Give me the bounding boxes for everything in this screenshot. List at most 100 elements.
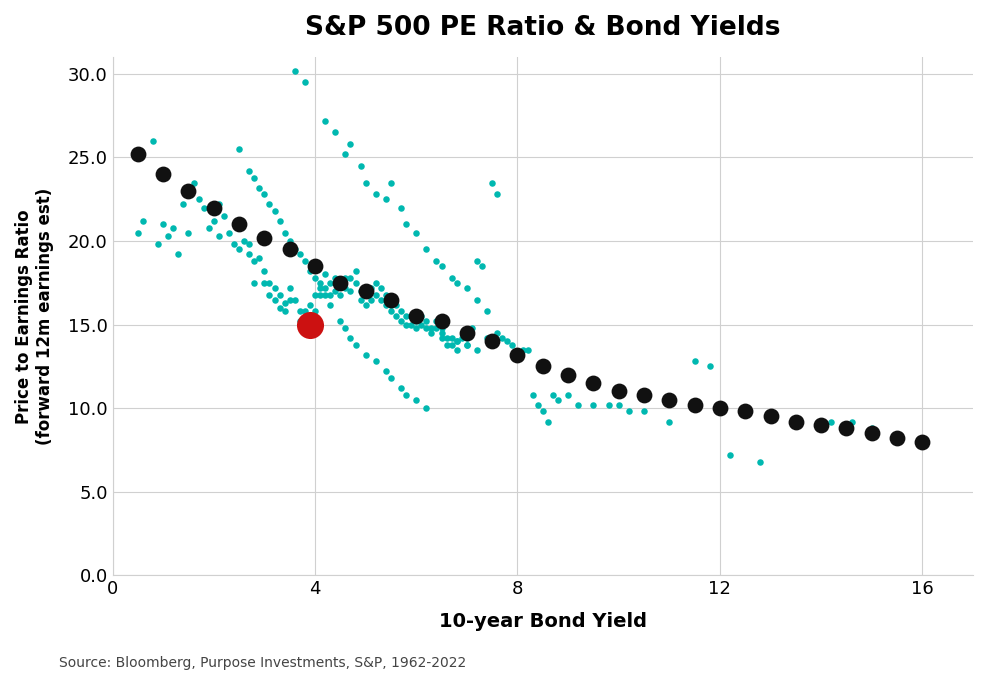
Point xyxy=(338,273,354,284)
Point xyxy=(393,383,409,394)
Point xyxy=(322,277,338,288)
Point xyxy=(368,289,383,300)
Point xyxy=(505,339,521,350)
Point xyxy=(186,177,202,188)
Point xyxy=(408,322,424,333)
Point xyxy=(469,344,485,355)
Point xyxy=(201,222,216,233)
Point xyxy=(550,394,566,405)
Point xyxy=(297,306,313,317)
Point xyxy=(130,149,146,160)
Point xyxy=(307,260,323,271)
Point xyxy=(620,406,636,417)
Point xyxy=(823,416,839,427)
Point xyxy=(353,294,369,305)
Point xyxy=(449,344,464,355)
Point xyxy=(520,344,535,355)
Point xyxy=(383,373,399,384)
Point xyxy=(368,277,383,288)
Point xyxy=(889,432,905,443)
Point xyxy=(484,333,500,343)
Point xyxy=(257,277,273,288)
Title: S&P 500 PE Ratio & Bond Yields: S&P 500 PE Ratio & Bond Yields xyxy=(305,15,781,41)
Point xyxy=(171,249,187,260)
Point xyxy=(312,282,328,293)
Point xyxy=(338,149,354,160)
Point xyxy=(494,333,510,343)
Point xyxy=(267,282,283,293)
Point xyxy=(661,416,677,427)
Point xyxy=(464,322,480,333)
Point xyxy=(444,339,459,350)
Point xyxy=(484,336,500,347)
Point xyxy=(372,294,388,305)
Point xyxy=(277,227,292,238)
Point xyxy=(241,165,257,176)
Point xyxy=(489,328,505,339)
Point xyxy=(358,289,373,300)
Point xyxy=(393,316,409,326)
Point xyxy=(403,319,419,330)
Point xyxy=(257,233,273,243)
Point xyxy=(322,299,338,310)
Point xyxy=(915,436,931,447)
Point xyxy=(176,199,192,209)
Point xyxy=(844,416,860,427)
Point xyxy=(398,219,414,230)
Point xyxy=(307,306,323,317)
Point xyxy=(722,449,738,460)
Point xyxy=(282,235,297,246)
Point xyxy=(459,339,475,350)
Point xyxy=(155,219,171,230)
Point xyxy=(444,273,459,284)
Point xyxy=(332,289,348,300)
Point xyxy=(449,336,464,347)
Point xyxy=(246,277,262,288)
Point xyxy=(515,344,531,355)
Point xyxy=(479,333,495,343)
Point xyxy=(469,256,485,267)
Point xyxy=(343,286,359,296)
Point xyxy=(864,428,879,439)
Point xyxy=(586,399,602,410)
Point xyxy=(241,249,257,260)
Point xyxy=(449,277,464,288)
Point xyxy=(348,266,364,277)
Point xyxy=(348,277,364,288)
Point xyxy=(403,311,419,322)
Point xyxy=(560,390,576,401)
Point xyxy=(231,222,247,233)
Point xyxy=(302,299,318,310)
Text: Source: Bloomberg, Purpose Investments, S&P, 1962-2022: Source: Bloomberg, Purpose Investments, … xyxy=(59,656,466,670)
Point xyxy=(353,160,369,171)
Point xyxy=(358,299,373,310)
Point xyxy=(889,432,905,443)
Point xyxy=(343,333,359,343)
Point xyxy=(378,194,394,205)
Point xyxy=(363,282,378,293)
Point xyxy=(687,399,702,410)
Point xyxy=(277,306,292,317)
Point xyxy=(474,260,490,271)
Point xyxy=(535,406,550,417)
Point xyxy=(408,394,424,405)
Point xyxy=(150,239,166,250)
Point xyxy=(408,316,424,326)
Point xyxy=(272,303,288,313)
Point xyxy=(343,273,359,284)
Point xyxy=(424,322,440,333)
Point xyxy=(388,299,404,310)
Point xyxy=(368,189,383,200)
Point xyxy=(262,277,278,288)
Point xyxy=(317,116,333,126)
Point xyxy=(408,311,424,322)
Point xyxy=(251,182,267,193)
Point xyxy=(160,231,176,241)
Point xyxy=(393,202,409,213)
Point xyxy=(539,416,555,427)
Point xyxy=(353,286,369,296)
Point xyxy=(434,316,450,326)
Point xyxy=(287,244,302,255)
Point xyxy=(282,282,297,293)
Point xyxy=(378,299,394,310)
